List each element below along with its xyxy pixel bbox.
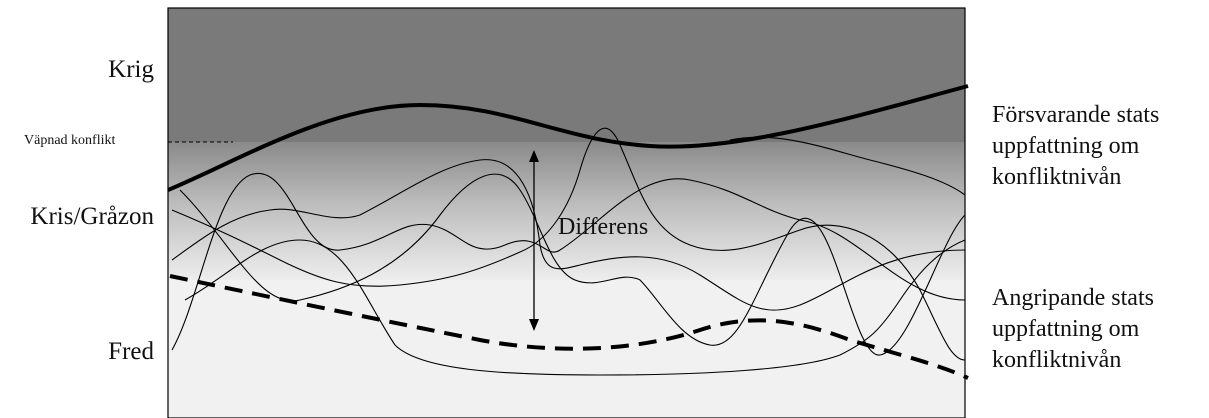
thin-line-3 xyxy=(171,127,966,361)
thin-line-5 xyxy=(184,239,966,376)
diagram-frame xyxy=(167,7,966,418)
attacker-label-line-1: Angripande stats xyxy=(992,285,1154,311)
level-label-war: Krig xyxy=(108,56,154,83)
defender-label-line-2: uppfattning om xyxy=(992,133,1140,159)
crisis-zone xyxy=(168,142,965,280)
attacker-label-line-3: konfliktnivån xyxy=(992,347,1122,373)
difference-arrow xyxy=(529,150,539,331)
defender-perception-line xyxy=(167,84,969,192)
defender-label-line-3: konfliktnivån xyxy=(992,164,1122,190)
level-label-armed-conflict: Väpnad konflikt xyxy=(24,133,116,148)
level-label-peace: Fred xyxy=(108,338,154,365)
level-label-crisis: Kris/Gråzon xyxy=(30,203,154,230)
attacker-label-line-2: uppfattning om xyxy=(992,316,1140,342)
attacker-perception-label: Angripande stats uppfattning om konflikt… xyxy=(992,283,1202,376)
arrow-head-up xyxy=(529,150,539,162)
war-zone xyxy=(168,8,965,142)
defender-perception-label: Försvarande stats uppfattning om konflik… xyxy=(992,100,1202,193)
thin-line-6 xyxy=(729,136,966,196)
thin-line-2 xyxy=(179,173,966,356)
attacker-perception-line xyxy=(169,274,969,380)
thin-line-4 xyxy=(171,159,966,311)
defender-label-line-1: Försvarande stats xyxy=(992,102,1160,128)
thin-line-1 xyxy=(171,172,966,351)
difference-label: Differens xyxy=(558,214,649,240)
arrow-head-down xyxy=(529,319,539,331)
thin-perception-lines xyxy=(171,127,966,376)
